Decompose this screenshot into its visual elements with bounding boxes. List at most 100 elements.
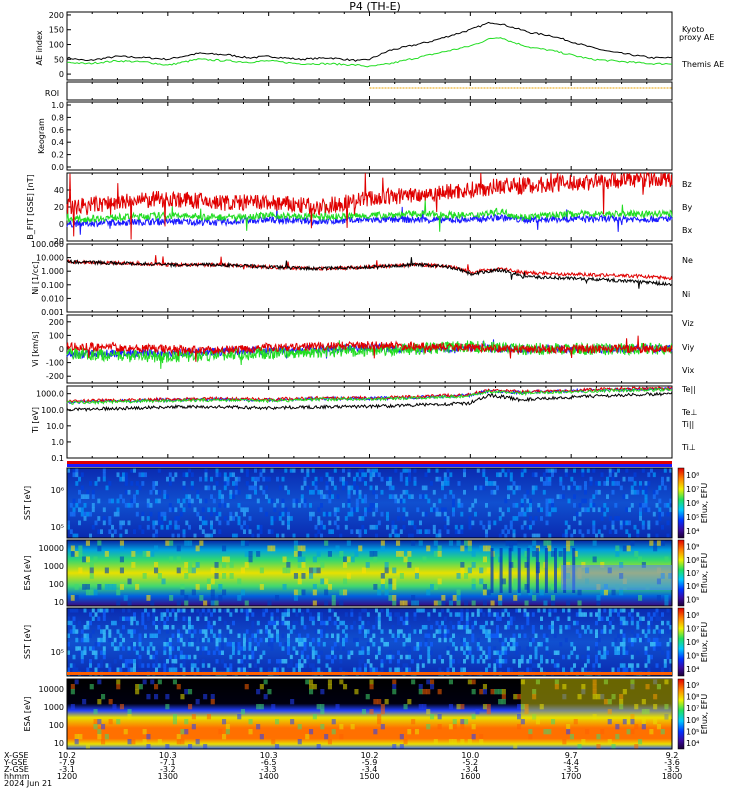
esa-electron-pixel <box>437 689 442 695</box>
sst-electron-pixel <box>295 629 299 634</box>
sst-electron-pixel <box>366 642 370 647</box>
time-axis-tick-value: -3.5 <box>563 765 579 774</box>
time-axis-tick-value: -4.4 <box>563 758 579 767</box>
sst-ion-pixel <box>215 472 219 478</box>
esa-ion-pixel <box>373 551 378 557</box>
sst-electron-pixel <box>284 659 288 664</box>
sst-ion-pixel <box>97 516 101 521</box>
sst-electron-pixel <box>152 646 156 651</box>
sst-ion-pixel <box>72 468 76 473</box>
bfield-y-tick-label: 40 <box>54 186 64 195</box>
sst-electron-pixel <box>622 616 626 621</box>
sst-electron-pixel <box>443 633 447 638</box>
sst-ion-pixel <box>204 533 208 539</box>
sst-ion-pixel <box>463 489 466 495</box>
sst-ion-pixel <box>617 468 620 473</box>
sst-ion-pixel <box>358 533 362 539</box>
sst-ion-pixel <box>490 481 494 486</box>
temperature-y-tick-label: 1000.0 <box>36 390 64 399</box>
sst-ion-pixel <box>622 494 626 499</box>
sst-ion-pixel <box>625 529 629 534</box>
esa-ion-pixel <box>392 595 397 601</box>
sst-electron-pixel <box>300 637 304 643</box>
sst-ion-pixel <box>509 524 513 530</box>
sst-electron-pixel <box>622 663 626 668</box>
sst-electron-pixel <box>248 642 252 647</box>
sst-electron-pixel <box>182 625 186 630</box>
esa-electron-pixel <box>490 689 495 695</box>
sst-electron-pixel <box>504 654 508 660</box>
sst-electron-pixel <box>498 633 502 638</box>
esa-ion-pixel <box>176 556 181 563</box>
esa-electron-pixel <box>191 714 196 720</box>
sst-electron-pixel <box>342 633 345 638</box>
esa-ion-pixel <box>641 562 646 568</box>
sst-ion-pixel <box>523 533 527 539</box>
sst-electron-pixel <box>155 659 158 664</box>
sst-electron-pixel <box>468 646 472 651</box>
sst-electron-pixel <box>595 620 598 626</box>
esa-ion-pixel <box>501 578 506 585</box>
sst-electron-pixel <box>276 637 279 643</box>
sst-ion-pixel <box>306 485 310 491</box>
sst-electron-pixel <box>394 637 398 643</box>
esa-ion-pixel <box>222 556 227 563</box>
sst-electron-pixel <box>284 612 288 617</box>
ae-y-tick-label: 0 <box>59 70 64 79</box>
sst-electron-pixel <box>168 646 172 651</box>
sst-ion-pixel <box>67 468 70 473</box>
esa-ion-pixel <box>460 562 465 568</box>
sst-electron-pixel <box>397 633 400 638</box>
esa-ion-pixel <box>664 556 669 563</box>
sst-electron-pixel <box>314 629 318 634</box>
esa-ion-pixel <box>324 589 329 596</box>
esa-ion-pixel <box>169 540 174 546</box>
sst-ion-pixel <box>218 529 222 534</box>
sst-ion-pixel <box>171 533 175 539</box>
esa-ion-pixel <box>176 600 181 607</box>
sst-electron-pixel <box>190 667 194 672</box>
sst-electron-pixel <box>537 642 541 647</box>
sst-electron-pixel <box>641 637 645 643</box>
sst-ion-pixel <box>270 498 274 504</box>
sst-ion-pixel <box>124 529 128 534</box>
sst-ion-pixel <box>515 516 519 521</box>
sst-electron-pixel <box>633 633 637 638</box>
esa-electron-pixel <box>74 679 79 685</box>
esa-electron-pixel <box>93 724 98 730</box>
esa-ion-pixel <box>116 600 121 607</box>
sst-electron-pixel <box>163 659 167 664</box>
sst-ion-pixel <box>97 476 101 482</box>
sst-electron-pixel <box>322 642 326 647</box>
sst-ion-pixel <box>273 516 277 521</box>
sst-electron-pixel <box>237 629 241 634</box>
esa-ion-pixel <box>622 545 627 552</box>
sst-electron-pixel <box>487 633 491 638</box>
sst-electron-pixel <box>366 646 370 651</box>
sst-ion-pixel <box>141 516 145 521</box>
sst-electron-pixel <box>619 616 623 621</box>
sst-ion-pixel <box>559 476 563 482</box>
sst-electron-pixel <box>333 642 337 647</box>
sst-ion-pixel <box>243 529 246 534</box>
sst-ion-pixel <box>243 507 246 513</box>
sst-electron-pixel <box>501 612 505 617</box>
sst-electron-pixel <box>509 646 513 651</box>
sst-electron-pixel <box>452 650 455 655</box>
sst-electron-pixel <box>430 642 433 647</box>
sst-ion-pixel <box>105 485 109 491</box>
sst-electron-pixel <box>531 612 535 617</box>
sst-ion-pixel <box>124 481 128 486</box>
sst-ion-pixel <box>127 503 131 508</box>
sst-electron-pixel <box>661 620 664 626</box>
sst-ion-pixel <box>622 520 626 526</box>
sst-electron-pixel <box>347 654 351 660</box>
esa-electron-pixel <box>437 724 442 730</box>
sst-electron-pixel <box>600 654 604 660</box>
esa-ion-pixel <box>551 551 556 557</box>
sst-ion-pixel <box>548 511 552 517</box>
sst-ion-pixel <box>119 533 123 539</box>
sst-ion-pixel <box>471 503 475 508</box>
sst-electron-pixel <box>320 612 323 617</box>
